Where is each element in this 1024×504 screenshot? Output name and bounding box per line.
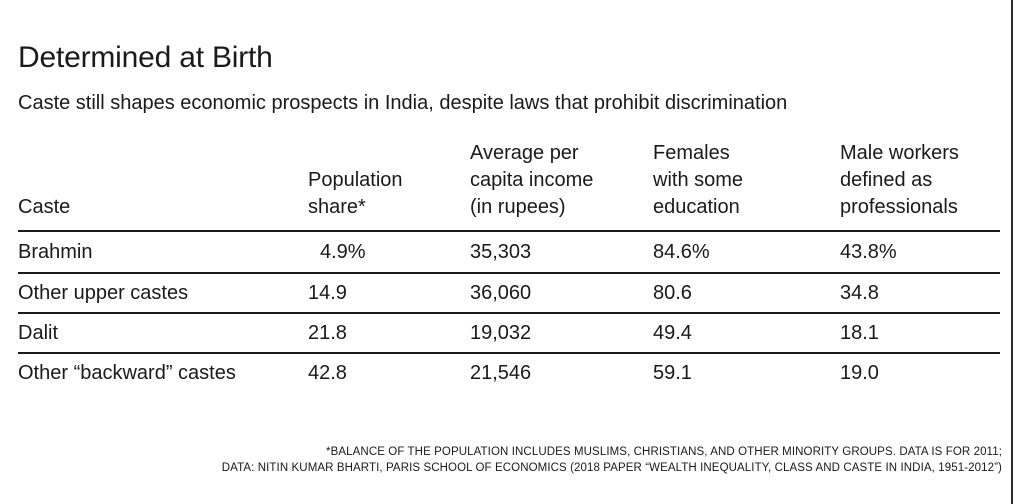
male-professionals-cell: 19.0: [840, 362, 879, 384]
income-cell: 19,032: [470, 322, 532, 344]
income-cell: 36,060: [470, 282, 532, 304]
row-divider: [18, 272, 1000, 274]
row-divider: [18, 312, 1000, 314]
table-header-row: Caste Population share* Average per capi…: [18, 140, 1000, 230]
table-row: Brahmin 4.9% 35,303 84.6% 43.8%: [18, 232, 1000, 272]
male-professionals-cell: 43.8%: [840, 241, 897, 263]
female-education-cell: 84.6%: [653, 241, 710, 263]
right-border-rule: [1011, 0, 1013, 504]
population-share-cell: 14.9: [308, 282, 347, 304]
caste-cell: Other upper castes: [18, 282, 189, 304]
data-table: Caste Population share* Average per capi…: [18, 140, 1000, 384]
population-share-cell: 4.9%: [320, 241, 366, 263]
chart-subtitle: Caste still shapes economic prospects in…: [18, 92, 788, 114]
male-professionals-cell: 34.8: [840, 282, 879, 304]
caste-cell: Dalit: [18, 322, 59, 344]
chart-title: Determined at Birth: [18, 41, 273, 74]
population-share-cell: 21.8: [308, 322, 347, 344]
female-education-cell: 80.6: [653, 282, 692, 304]
header-average-income: Average per capita income (in rupees): [470, 142, 594, 218]
female-education-cell: 59.1: [653, 362, 692, 384]
caste-cell: Other “backward” castes: [18, 362, 236, 384]
row-divider: [18, 352, 1000, 354]
income-cell: 21,546: [470, 362, 532, 384]
header-caste: Caste: [18, 196, 71, 218]
population-share-cell: 42.8: [308, 362, 347, 384]
table-row: Other “backward” castes 42.8 21,546 59.1…: [18, 353, 1000, 393]
table-body: Brahmin 4.9% 35,303 84.6% 43.8% Other up…: [18, 232, 1000, 384]
header-divider: [18, 230, 1000, 232]
header-females-education: Females with some education: [653, 142, 744, 218]
table-row: Other upper castes 14.9 36,060 80.6 34.8: [18, 273, 1000, 313]
footnote-source: DATA: NITIN KUMAR BHARTI, PARIS SCHOOL O…: [221, 462, 1002, 474]
table-row: Dalit 21.8 19,032 49.4 18.1: [18, 313, 1000, 353]
female-education-cell: 49.4: [653, 322, 692, 344]
footnote-population: *BALANCE OF THE POPULATION INCLUDES MUSL…: [326, 446, 1002, 458]
caste-cell: Brahmin: [18, 241, 93, 263]
header-population-share: Population share*: [308, 169, 403, 218]
header-male-professionals: Male workers defined as professionals: [840, 142, 959, 218]
income-cell: 35,303: [470, 241, 532, 263]
male-professionals-cell: 18.1: [840, 322, 879, 344]
